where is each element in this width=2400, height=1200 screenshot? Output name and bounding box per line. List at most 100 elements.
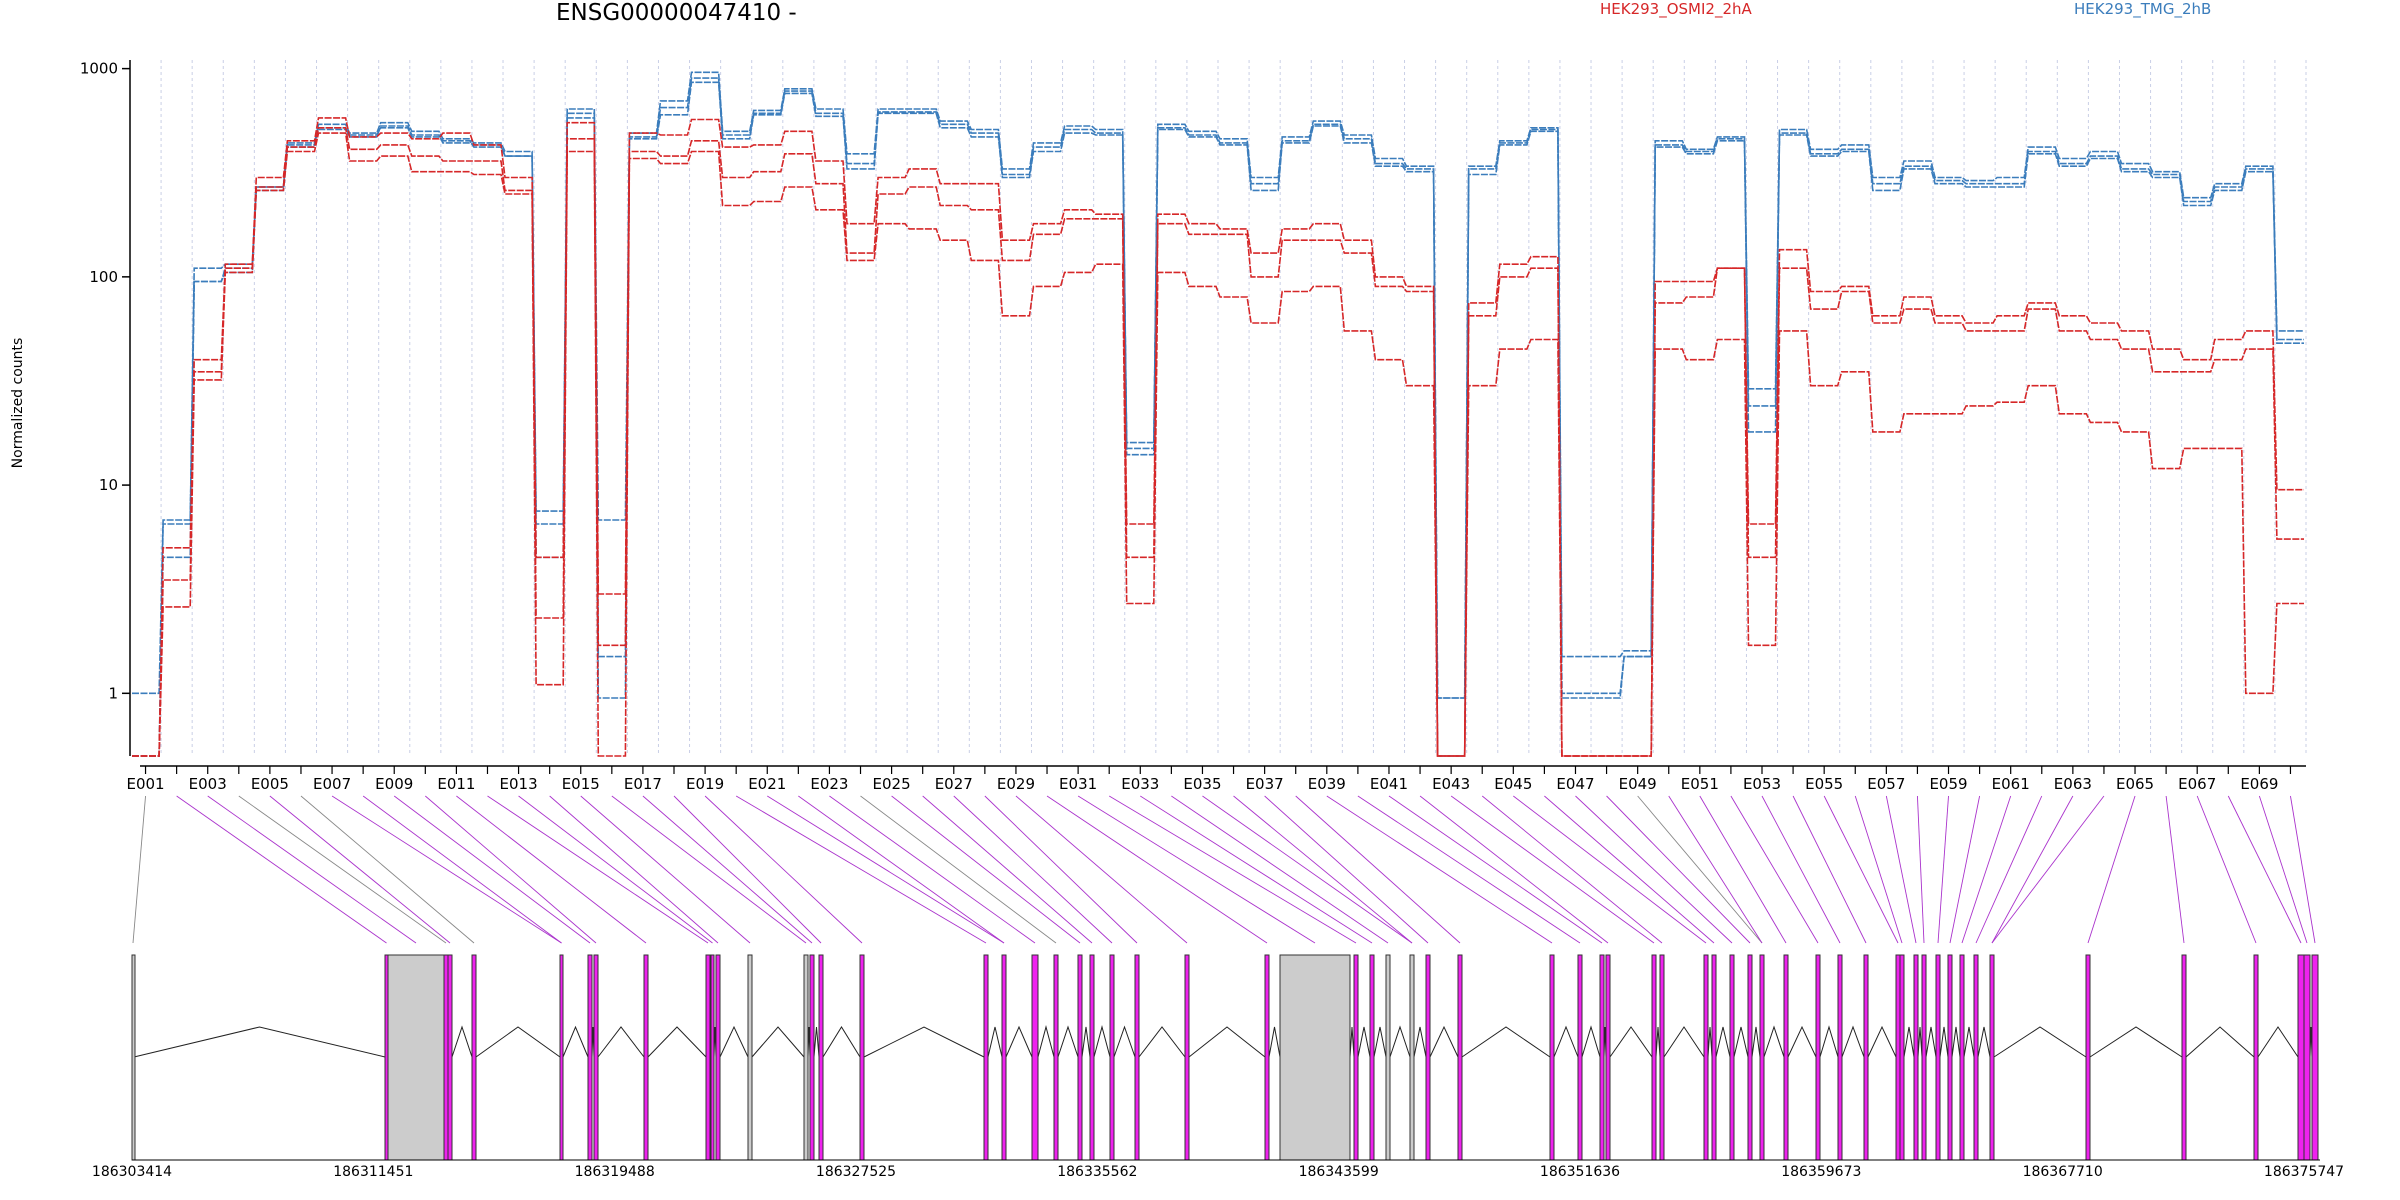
genomic-tick-label: 186367710 [2023,1164,2103,1180]
x-tick-label: E041 [1370,775,1408,793]
intron-line [1663,1026,1705,1058]
exon-connector [922,795,1093,944]
x-tick-label: E029 [997,775,1035,793]
exon-connector [1885,795,1917,944]
exon-connector [1991,795,2074,944]
genomic-tick-label: 186327525 [816,1164,896,1180]
x-tick-label: E051 [1681,775,1719,793]
intron-line [1081,1026,1091,1058]
exon-box [1077,954,1083,1161]
intron-line [133,1026,386,1058]
intron-line [719,1025,749,1058]
exon-connector [269,795,451,944]
exon-connector [984,795,1138,944]
axes: 1 10 100 1000 E001 E003 E005 E007 E009 E011 E013 E0… [80,60,2306,793]
exon-box [1935,954,1941,1161]
exon-box [1863,954,1869,1161]
exon-connector [767,795,1005,944]
intron-line [2257,1026,2299,1058]
exon-connector [1668,795,1763,944]
exon-connector [1513,795,1707,944]
exon-connector [1699,795,1787,944]
intron-line [1841,1025,1865,1058]
x-tick-label: E013 [500,775,538,793]
series-line-osmi2-5 [132,132,2304,757]
x-tick-label: E069 [2240,775,2278,793]
exon-connector [362,795,562,944]
x-tick-label: E047 [1556,775,1594,793]
exon-box [1605,954,1611,1161]
noncounted-exon [387,954,445,1161]
x-tick-label: E061 [1992,775,2030,793]
genomic-tick-label: 186319488 [575,1164,655,1180]
exon-box [859,954,865,1161]
exon-connector [2087,795,2136,944]
genomic-tick-label: 186359673 [1781,1164,1861,1180]
exon-box [1109,954,1115,1161]
x-tick-label: E021 [748,775,786,793]
exon-connector [1202,795,1413,944]
exon-connector [1419,795,1609,944]
exon-connector [2290,795,2316,944]
exon-box [1549,954,1555,1161]
x-tick-label: E007 [313,775,351,793]
exon-box [447,954,453,1161]
exon-connector [829,795,1036,944]
exon-box [1089,954,1095,1161]
intron-line [1005,1025,1033,1058]
exon-connector [1450,795,1655,944]
exon-connector [487,795,709,944]
exon-connector [1388,795,1603,944]
x-tick-label: E017 [624,775,662,793]
exon-box [1457,954,1463,1161]
intron-line [1715,1026,1731,1058]
exon-connector [1171,795,1389,944]
intron-line [1787,1025,1817,1058]
exon-box [1264,954,1270,1161]
exon-connector [1544,795,1715,944]
exon-box [818,954,824,1161]
exon-connector [1823,795,1899,944]
x-tick-label: E027 [935,775,973,793]
intron-line [1951,1026,1961,1058]
intron-line [1763,1025,1785,1058]
intron-line [562,1025,589,1058]
exon-connector [1730,795,1819,944]
exon-connector [518,795,713,944]
intron-line [1138,1026,1186,1058]
intron-line [1819,1025,1839,1058]
x-tick-label: E025 [873,775,911,793]
exon-box [1031,954,1039,1161]
intron-line [1993,1026,2087,1058]
exon-connector [132,795,146,944]
exon-box [983,954,989,1161]
exon-box [2085,954,2091,1161]
exon-box [705,954,711,1161]
intron-line [1707,1026,1713,1058]
intron-line [2185,1026,2255,1058]
exon-connector [1937,795,1949,944]
exon-box [2303,954,2311,1161]
intron-line [1268,1026,1281,1058]
exon-connector [1326,795,1553,944]
x-tick-label: E035 [1183,775,1221,793]
intron-line [1057,1025,1079,1058]
exon-connector-lines [132,795,2316,944]
series-lines [132,71,2304,757]
exon-box [1134,954,1140,1161]
exon-box [1759,954,1765,1161]
exon-connector [1961,795,2012,944]
intron-line [1655,1026,1661,1058]
exon-box [471,954,477,1161]
exon-connector [1637,795,1763,944]
exon-box [559,954,564,1161]
exon-connector [1015,795,1188,944]
intron-line [2089,1026,2183,1058]
exon-connector [300,795,475,944]
intron-line [1429,1025,1459,1058]
intron-line [822,1026,861,1058]
intron-line [647,1026,707,1058]
exon-connector [611,795,807,944]
exon-connector [1077,795,1316,944]
